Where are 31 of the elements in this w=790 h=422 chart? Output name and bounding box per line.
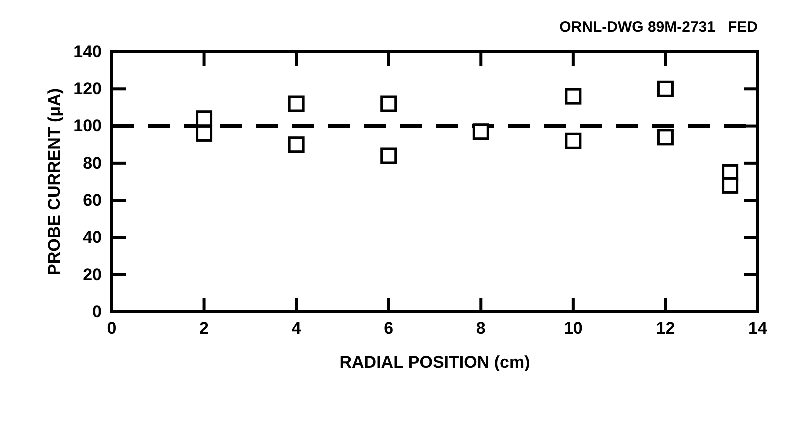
point [657, 80, 674, 98]
x-tick-label: 10 [564, 319, 583, 338]
point [472, 124, 490, 140]
point [380, 148, 398, 164]
y-tick-label: 20 [83, 265, 102, 284]
point [380, 96, 398, 112]
x-tick-label: 6 [384, 319, 394, 338]
y-tick-label: 100 [74, 116, 102, 136]
y-tick-label: 40 [83, 228, 102, 248]
y-axis-title: PROBE CURRENT (μA) [45, 88, 64, 276]
x-tick-label: 12 [656, 319, 676, 338]
x-tick-label: 2 [200, 319, 210, 338]
point [288, 96, 305, 112]
point [196, 125, 213, 142]
point [565, 132, 582, 150]
x-axis-title: RADIAL POSITION (cm) [340, 353, 530, 372]
point [288, 136, 305, 154]
y-tick-label: 0 [92, 302, 102, 322]
point [196, 110, 213, 128]
x-tick-label: 4 [292, 319, 302, 338]
point [565, 88, 582, 105]
point [722, 177, 739, 194]
x-tick-label: 8 [476, 319, 486, 338]
x-tick-label: 0 [107, 319, 117, 338]
y-tick-label: 140 [74, 42, 102, 62]
x-tick-label: 14 [748, 319, 768, 338]
y-tick-label: 80 [83, 154, 102, 173]
y-tick-label: 120 [74, 80, 102, 99]
text: ORNL-DWG 89M-2731 FED [560, 19, 758, 36]
point [657, 129, 674, 146]
y-tick-label: 60 [83, 191, 102, 210]
